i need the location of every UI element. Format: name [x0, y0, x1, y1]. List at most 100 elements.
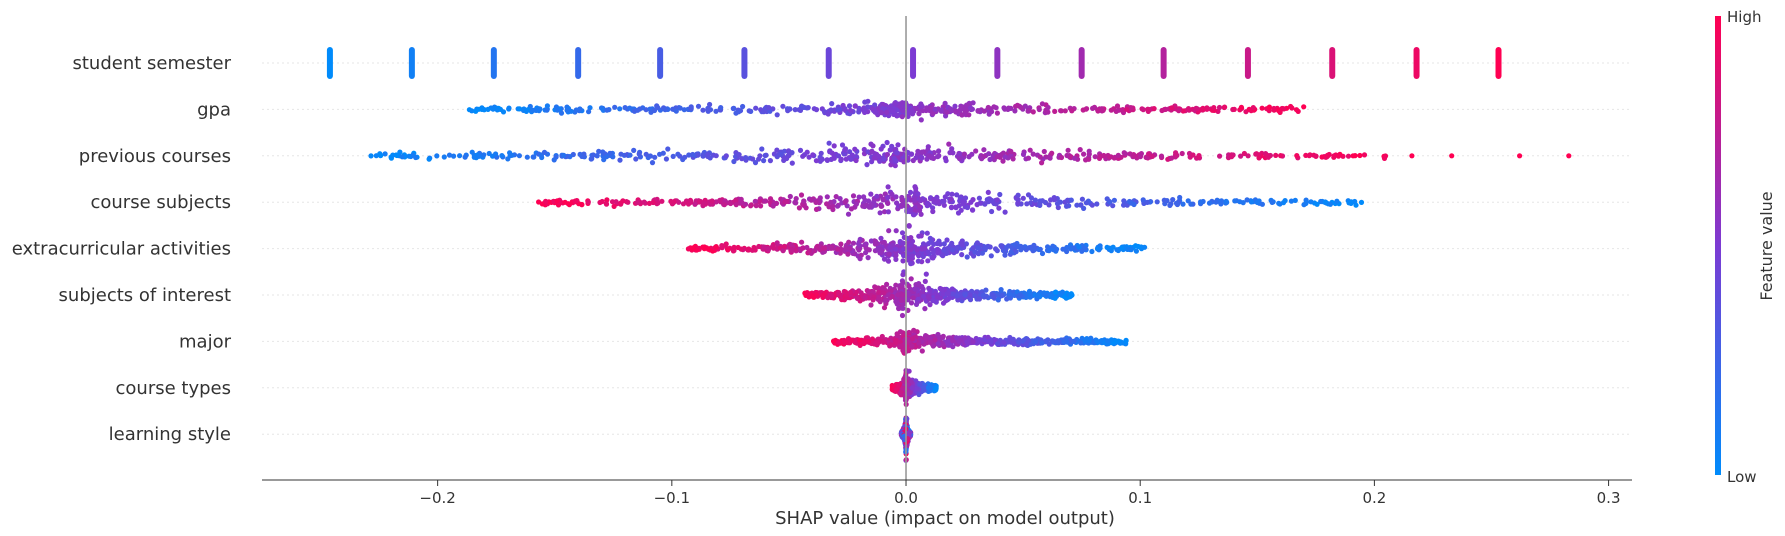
shap-point: [1083, 200, 1089, 206]
shap-point: [531, 154, 537, 160]
shap-point: [1154, 199, 1160, 205]
shap-point: [845, 211, 852, 217]
shap-point: [1169, 105, 1175, 111]
shap-point: [1200, 107, 1206, 113]
shap-point: [1327, 201, 1333, 207]
shap-point: [1025, 337, 1031, 343]
shap-point: [1120, 107, 1126, 113]
shap-point: [1020, 151, 1027, 157]
shap-point: [434, 153, 440, 159]
shap-point: [915, 148, 921, 154]
shap-point: [866, 203, 872, 209]
shap-point: [1231, 106, 1237, 112]
shap-point: [1193, 105, 1199, 111]
shap-point: [1313, 153, 1319, 159]
shap-point: [446, 152, 453, 158]
shap-point: [898, 103, 904, 110]
shap-point: [1064, 152, 1070, 159]
shap-point: [677, 105, 683, 111]
shap-point: [713, 108, 719, 114]
shap-point: [766, 105, 772, 111]
shap-point: [617, 106, 623, 112]
shap-point: [1131, 153, 1137, 159]
shap-point: [879, 333, 885, 340]
shap-point: [1331, 153, 1337, 159]
shap-point: [885, 200, 891, 206]
shap-point: [870, 297, 876, 303]
shap-point: [1099, 107, 1106, 113]
discrete-level-mark: [910, 47, 917, 79]
shap-point: [1110, 203, 1116, 209]
shap-point: [1002, 252, 1008, 258]
shap-point: [994, 110, 1001, 116]
shap-point: [1045, 104, 1051, 111]
shap-point: [1288, 198, 1294, 204]
shap-point: [885, 209, 892, 215]
shap-point: [736, 109, 742, 115]
shap-point: [506, 105, 512, 111]
shap-point: [908, 261, 914, 267]
shap-point: [1307, 152, 1313, 158]
shap-point: [1198, 199, 1204, 205]
shap-point: [1025, 108, 1031, 114]
shap-point: [1303, 200, 1309, 206]
shap-point: [956, 155, 963, 162]
colorbar: High Low Feature value: [1715, 8, 1776, 486]
shap-point: [925, 144, 931, 150]
shap-point: [835, 107, 841, 113]
shap-point: [1028, 200, 1034, 206]
shap-point: [781, 157, 787, 163]
shap-point: [881, 239, 888, 245]
shap-point: [983, 287, 989, 293]
shap-point: [945, 296, 952, 302]
shap-point: [1086, 338, 1092, 344]
shap-point: [1149, 153, 1155, 159]
shap-point: [494, 107, 500, 113]
shap-point: [922, 278, 928, 284]
shap-point: [906, 382, 912, 388]
shap-point: [957, 108, 963, 114]
shap-point: [949, 191, 955, 197]
shap-point: [662, 107, 668, 113]
shap-point: [930, 208, 936, 215]
shap-point: [1020, 195, 1026, 201]
shap-point: [913, 155, 919, 161]
shap-point: [767, 158, 774, 164]
shap-point: [717, 197, 723, 203]
shap-point: [1128, 105, 1134, 111]
shap-point: [731, 244, 737, 250]
shap-point: [915, 258, 921, 264]
shap-point: [947, 150, 953, 156]
shap-point: [705, 151, 711, 157]
shap-point: [894, 113, 900, 119]
shap-point: [1223, 198, 1229, 204]
shap-point: [961, 151, 968, 157]
shap-point: [1074, 202, 1080, 208]
shap-point: [1229, 154, 1235, 160]
shap-point: [839, 142, 846, 148]
shap-point: [846, 103, 853, 109]
shap-point: [1079, 196, 1085, 202]
shap-point: [925, 258, 931, 264]
shap-point: [1566, 153, 1572, 159]
shap-point: [1303, 152, 1309, 158]
shap-point: [1449, 153, 1455, 159]
shap-point: [985, 189, 991, 195]
shap-point: [954, 192, 960, 198]
shap-point: [894, 150, 900, 156]
shap-point: [1253, 151, 1259, 157]
shap-point: [885, 194, 891, 200]
shap-point: [976, 296, 983, 302]
shap-point: [884, 139, 890, 146]
shap-point: [789, 150, 795, 156]
shap-point: [1058, 108, 1064, 114]
feature-label: student semester: [72, 53, 231, 74]
shap-point: [994, 341, 1001, 347]
shap-point: [899, 230, 906, 236]
shap-point: [1119, 245, 1125, 251]
shap-point: [861, 203, 867, 209]
shap-point: [1016, 292, 1023, 299]
shap-point: [1111, 197, 1117, 203]
shap-point: [1350, 153, 1356, 159]
shap-point: [1089, 202, 1095, 208]
